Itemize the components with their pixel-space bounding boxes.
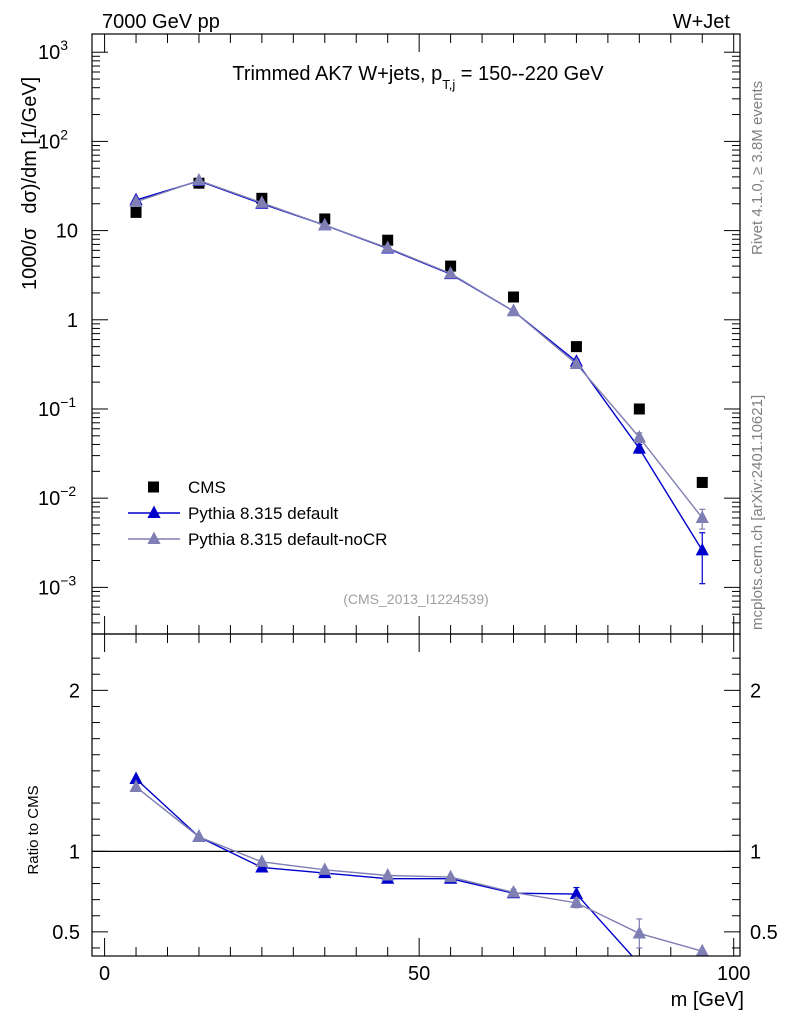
data-point-triangle	[381, 240, 395, 253]
ratio-point-triangle	[192, 829, 206, 842]
main-title-subscript: T,j	[442, 77, 455, 92]
ratio-y-label: Ratio to CMS	[25, 785, 42, 874]
ratio-point-triangle	[695, 943, 709, 956]
ratio-point-triangle	[318, 862, 332, 875]
y-tick-label: 1	[67, 310, 78, 332]
data-point-triangle	[129, 194, 143, 207]
data-point-triangle	[255, 195, 269, 208]
x-tick-label: 50	[408, 963, 430, 985]
ratio-point-triangle	[632, 926, 646, 939]
main-title-suffix: = 150--220 GeV	[455, 63, 604, 85]
ratio-point-triangle	[255, 854, 269, 867]
analysis-label: (CMS_2013_I1224539)	[343, 591, 489, 607]
data-point-square	[382, 234, 394, 246]
main-y-label-a: 1000/σ	[19, 227, 41, 290]
ratio-y-tick-label-right: 2	[750, 680, 761, 702]
series-line	[135, 179, 703, 519]
data-point-square	[696, 476, 708, 488]
legend-label: CMS	[188, 478, 226, 497]
ratio-point-triangle	[506, 884, 521, 898]
energy-label: 7000 GeV pp	[102, 11, 220, 33]
x-tick-label: 100	[717, 963, 750, 985]
y-tick-label: 10	[56, 221, 78, 243]
process-label: W+Jet	[673, 11, 731, 33]
ratio-series-line	[135, 778, 634, 956]
ratio-point-triangle	[633, 957, 646, 969]
data-point-square	[130, 206, 142, 218]
ratio-point-triangle	[381, 868, 395, 881]
data-point-square	[633, 403, 645, 415]
main-y-label: 1000/σ dσ)/dm [1/GeV]	[19, 77, 41, 290]
ratio-y-tick-label: 0.5	[52, 922, 80, 944]
main-axis-ticks: 10−3 10−2 10−1 1 10 102 103	[38, 34, 740, 635]
ratio-point-triangle	[444, 869, 458, 883]
ratio-y-tick-label: 1	[69, 841, 80, 863]
x-tick-label: 0	[99, 963, 110, 985]
legend: CMS Pythia 8.315 default Pythia 8.315 defa…	[128, 478, 387, 549]
y-tick-label: 10−2	[38, 483, 76, 510]
ratio-point-triangle	[129, 779, 143, 792]
data-point-triangle	[632, 441, 646, 454]
ratio-series-marks	[129, 771, 709, 969]
data-point-triangle	[444, 266, 458, 279]
legend-marker-triangle	[147, 505, 161, 519]
data-point-triangle	[695, 510, 709, 523]
data-point-triangle	[192, 172, 206, 186]
main-title: Trimmed AK7 W+jets, pT,j = 150--220 GeV	[232, 63, 604, 92]
main-y-label-b: dσ)/dm [1/GeV]	[19, 77, 41, 214]
y-tick-label: 10−1	[38, 394, 76, 421]
ratio-point-triangle	[129, 771, 143, 784]
data-point-square	[445, 260, 457, 272]
rivet-label: Rivet 4.1.0, ≥ 3.8M events	[749, 81, 766, 255]
ratio-axis-ticks: 0 50 1000.5 0.51 12 2	[52, 634, 778, 985]
data-point-triangle	[318, 217, 332, 231]
data-point-triangle	[506, 303, 521, 317]
data-point-square	[508, 291, 520, 303]
ratio-point-triangle	[569, 895, 584, 908]
ratio-point-triangle	[569, 886, 584, 900]
ratio-series-line	[135, 786, 703, 952]
main-title-prefix: Trimmed AK7 W+jets, p	[232, 63, 442, 85]
ratio-y-tick-label-right: 0.5	[750, 922, 778, 944]
y-tick-label: 103	[38, 37, 68, 64]
data-point-square	[570, 341, 582, 353]
legend-marker-triangle	[147, 531, 161, 545]
data-point-triangle	[569, 356, 584, 369]
legend-label: Pythia 8.315 default-noCR	[188, 530, 387, 549]
svg-text:1000/σdσ)/dm [1/GeV]: 1000/σ dσ)/dm [1/GeV]	[19, 77, 41, 290]
y-tick-label: 102	[38, 126, 68, 153]
mcplots-label: mcplots.cern.ch [arXiv:2401.10621]	[749, 395, 766, 630]
y-tick-label: 10−3	[38, 572, 76, 599]
main-series-marks	[129, 172, 709, 585]
data-point-triangle	[695, 542, 709, 556]
legend-marker-square	[148, 481, 159, 493]
ratio-y-tick-label: 2	[69, 680, 80, 702]
data-point-triangle	[632, 429, 646, 443]
ratio-plot-frame	[91, 633, 741, 957]
legend-label: Pythia 8.315 default	[188, 504, 339, 523]
x-axis-label: m [GeV]	[671, 989, 744, 1011]
ratio-y-tick-label-right: 1	[750, 841, 761, 863]
